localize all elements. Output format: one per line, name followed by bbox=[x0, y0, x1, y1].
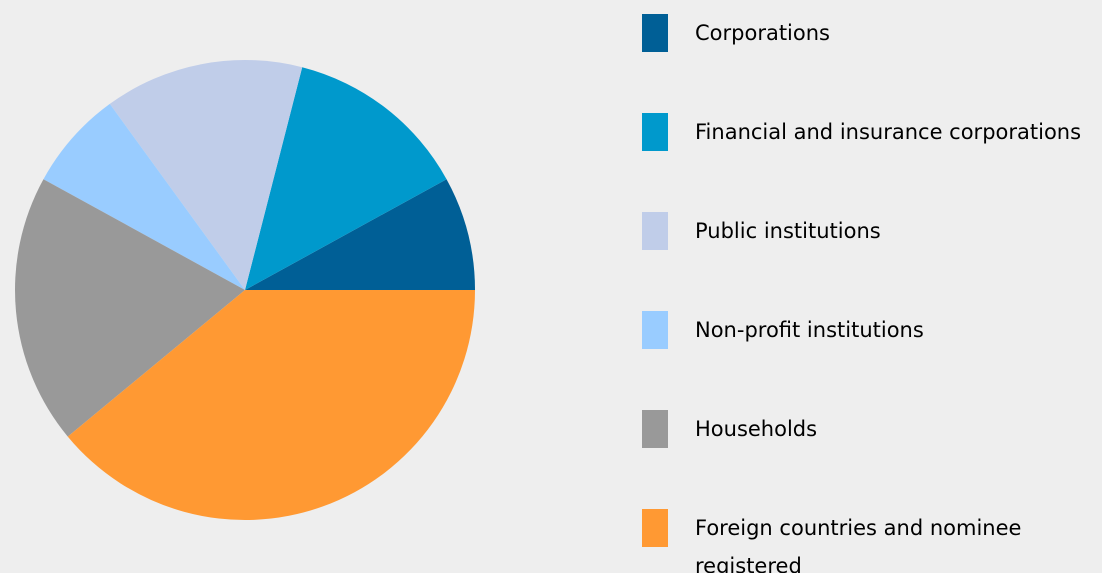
pie-slice bbox=[43, 103, 245, 291]
legend-swatch bbox=[642, 311, 668, 349]
legend-swatch bbox=[642, 410, 668, 448]
legend-item: Public institutions bbox=[640, 212, 1100, 292]
pie-slice bbox=[15, 179, 245, 437]
legend-label: Financial and insurance corporations bbox=[695, 120, 1082, 144]
legend-item: Non-profit institutions bbox=[640, 311, 1100, 391]
legend-swatch bbox=[642, 212, 668, 250]
legend-label: Corporations bbox=[695, 21, 830, 45]
legend-swatch bbox=[642, 14, 668, 52]
legend-item: Households bbox=[640, 410, 1100, 490]
pie-slice bbox=[109, 60, 303, 290]
legend-swatch bbox=[642, 509, 668, 547]
legend-label: Non-profit institutions bbox=[695, 318, 924, 342]
pie-slice bbox=[67, 290, 475, 520]
legend-swatch bbox=[642, 113, 668, 151]
legend-label: Public institutions bbox=[695, 219, 881, 243]
legend-item: Foreign countries and nominee registered bbox=[640, 509, 1100, 573]
chart bbox=[15, 60, 475, 520]
pie-slice bbox=[245, 179, 475, 290]
legend-label: Households bbox=[695, 417, 818, 441]
legend-item: Financial and insurance corporations bbox=[640, 113, 1100, 193]
pie-slice bbox=[245, 67, 447, 290]
legend-item: Corporations bbox=[640, 14, 1100, 94]
legend-label: Foreign countries and nominee registered bbox=[695, 516, 1022, 573]
